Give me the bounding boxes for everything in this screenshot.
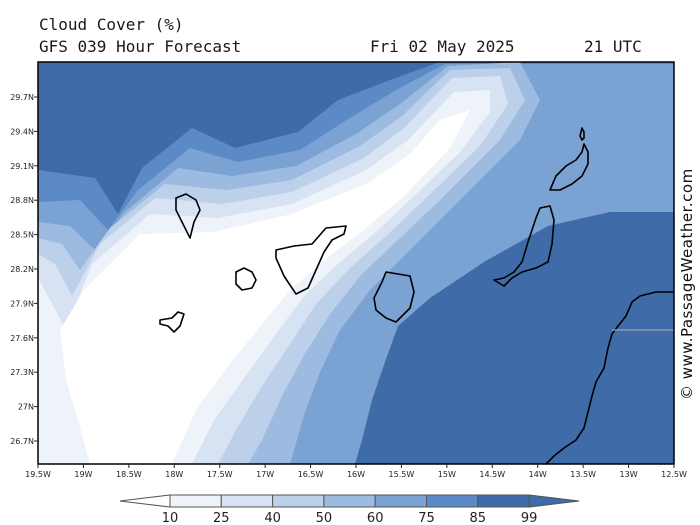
cloud-field [38, 62, 674, 464]
scale-swatch [272, 494, 325, 508]
scale-label: 40 [264, 511, 281, 525]
africa-coastline [545, 291, 674, 465]
scale-label: 60 [367, 511, 384, 525]
lon-label: 13.5W [570, 470, 596, 479]
lat-label: 27.6N [10, 334, 34, 343]
lon-label: 17.5W [207, 470, 233, 479]
scale-label: 99 [521, 511, 538, 525]
forecast-date: Fri 02 May 2025 [370, 37, 515, 56]
scale-low-arrow [119, 494, 171, 508]
lat-label: 26.7N [10, 437, 34, 446]
lat-label: 29.7N [10, 93, 34, 102]
lon-label: 18W [165, 470, 183, 479]
island-la-gomera [235, 267, 257, 291]
scale-label: 50 [316, 511, 333, 525]
island-fuerteventura [493, 205, 555, 287]
watermark-text: © www.PassageWeather.com [678, 168, 696, 400]
lon-label: 19.5W [25, 470, 51, 479]
scale-swatch [477, 494, 530, 508]
scale-swatch [374, 494, 428, 508]
lat-label: 28.5N [10, 231, 34, 240]
island-tenerife [275, 225, 347, 295]
scale-label: 10 [162, 511, 179, 525]
lon-label: 14.5W [479, 470, 505, 479]
lat-label: 28.8N [10, 196, 34, 205]
lat-label: 27.3N [10, 368, 34, 377]
island-gran-canaria [373, 271, 415, 323]
lon-label: 16.5W [298, 470, 324, 479]
scale-swatch [220, 494, 274, 508]
lon-label: 16W [347, 470, 365, 479]
lon-label: 18.5W [116, 470, 142, 479]
coastlines [159, 127, 674, 465]
scale-swatch [323, 494, 376, 508]
longitude-axis: 19.5W 19W 18.5W 18W 17.5W 17W 16.5W 16W 15.5W 15W… [25, 464, 687, 479]
scale-swatch [426, 494, 479, 508]
scale-label: 85 [470, 511, 487, 525]
cloud-band-10 [60, 110, 470, 464]
lon-label: 17W [256, 470, 274, 479]
map-title: Cloud Cover (%) [39, 15, 184, 34]
lat-label: 28.2N [10, 265, 34, 274]
forecast-time: 21 UTC [584, 37, 642, 56]
lat-label: 27.9N [10, 299, 34, 308]
island-graciosa [579, 127, 585, 141]
island-el-hierro [159, 311, 185, 333]
lon-label: 12.5W [661, 470, 687, 479]
lon-label: 13W [620, 470, 638, 479]
latitude-axis: 29.7N 29.4N 29.1N 28.8N 28.5N 28.2N 27.9N 27.6N… [10, 93, 38, 446]
island-lanzarote [549, 143, 589, 191]
lat-label: 29.1N [10, 162, 34, 171]
color-scale-bar [119, 494, 580, 508]
forecast-label: GFS 039 Hour Forecast [39, 37, 242, 56]
lat-label: 27N [18, 403, 34, 412]
lat-label: 29.4N [10, 127, 34, 136]
scale-high-arrow [528, 494, 580, 508]
lon-label: 19W [74, 470, 92, 479]
scale-swatch [169, 494, 222, 508]
lon-label: 15.5W [389, 470, 415, 479]
color-scale: 10 25 40 50 60 75 85 99 [119, 494, 580, 525]
color-scale-labels: 10 25 40 50 60 75 85 99 [162, 511, 538, 525]
lon-label: 14W [529, 470, 547, 479]
island-la-palma [175, 193, 201, 239]
scale-label: 25 [213, 511, 230, 525]
scale-label: 75 [418, 511, 435, 525]
lon-label: 15W [438, 470, 456, 479]
